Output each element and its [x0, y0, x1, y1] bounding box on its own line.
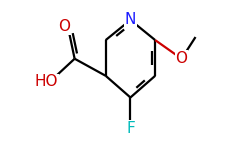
Text: F: F — [126, 121, 135, 136]
Text: N: N — [125, 12, 136, 27]
Text: O: O — [58, 19, 70, 34]
Text: HO: HO — [35, 74, 58, 89]
Text: O: O — [176, 51, 188, 66]
